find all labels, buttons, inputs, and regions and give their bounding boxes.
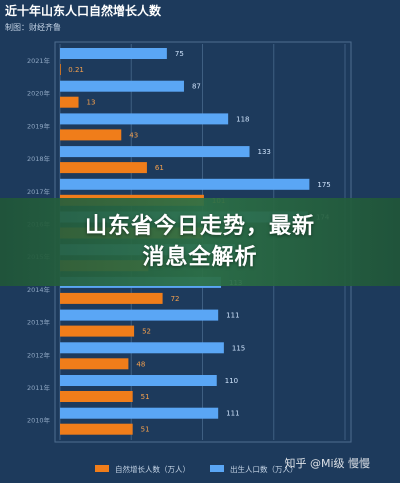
- bar-natural-growth: [60, 423, 133, 435]
- bar-birth: [60, 342, 224, 354]
- category-label: 2017年: [27, 187, 51, 196]
- bar-natural-growth: [60, 325, 135, 337]
- bar-natural-growth: [60, 358, 129, 370]
- value-label-natural-growth: 61: [155, 164, 164, 172]
- bar-birth: [60, 48, 167, 59]
- category-label: 2019年: [27, 121, 51, 130]
- category-label: 2010年: [27, 416, 51, 425]
- value-label-birth: 118: [236, 115, 249, 123]
- legend-swatch: [210, 465, 224, 472]
- value-label-birth: 133: [258, 148, 271, 156]
- bar-natural-growth: [60, 129, 122, 141]
- watermark: 知乎 @Mi级 慢慢: [284, 457, 370, 470]
- bar-birth: [60, 146, 250, 158]
- category-label: 2021年: [27, 56, 51, 65]
- headline-banner: 山东省今日走势，最新消息全解析: [0, 198, 400, 286]
- value-label-natural-growth: 72: [171, 295, 180, 303]
- bar-birth: [60, 113, 229, 125]
- bar-birth: [60, 309, 219, 321]
- bar-birth: [60, 375, 217, 386]
- category-label: 2013年: [27, 318, 51, 327]
- value-label-natural-growth: 51: [141, 393, 150, 401]
- legend-swatch: [95, 465, 109, 472]
- bar-natural-growth: [60, 292, 163, 304]
- headline-text: 山东省今日走势，最新消息全解析: [84, 214, 315, 270]
- category-label: 2020年: [27, 89, 51, 98]
- bar-natural-growth: [60, 391, 133, 402]
- bar-natural-growth: [60, 64, 61, 75]
- value-label-natural-growth: 52: [142, 328, 151, 336]
- chart-title: 近十年山东人口自然增长人数: [5, 3, 162, 18]
- legend-label: 出生人口数（万人）: [230, 464, 298, 474]
- legend-label: 自然增长人数（万人）: [115, 464, 190, 474]
- value-label-birth: 111: [226, 312, 239, 320]
- value-label-birth: 87: [192, 83, 201, 91]
- value-label-birth: 111: [226, 410, 239, 418]
- category-label: 2014年: [27, 285, 51, 294]
- category-label: 2018年: [27, 154, 51, 163]
- chart-subtitle: 制图：财经齐鲁: [5, 22, 61, 32]
- value-label-natural-growth: 51: [141, 426, 150, 434]
- value-label-birth: 110: [225, 377, 238, 385]
- value-label-natural-growth: 0.21: [68, 66, 84, 74]
- value-label-birth: 75: [175, 50, 184, 58]
- bar-birth: [60, 407, 219, 419]
- category-label: 2011年: [27, 383, 51, 392]
- bar-natural-growth: [60, 162, 147, 174]
- legend: 自然增长人数（万人） 出生人口数（万人）: [95, 464, 298, 474]
- value-label-natural-growth: 13: [87, 99, 96, 107]
- value-label-natural-growth: 48: [136, 360, 145, 368]
- bar-natural-growth: [60, 96, 79, 108]
- value-label-birth: 175: [317, 181, 330, 189]
- bar-birth: [60, 80, 184, 92]
- category-label: 2012年: [27, 350, 51, 359]
- bar-birth: [60, 178, 310, 190]
- value-label-natural-growth: 43: [129, 131, 138, 139]
- value-label-birth: 115: [232, 344, 245, 352]
